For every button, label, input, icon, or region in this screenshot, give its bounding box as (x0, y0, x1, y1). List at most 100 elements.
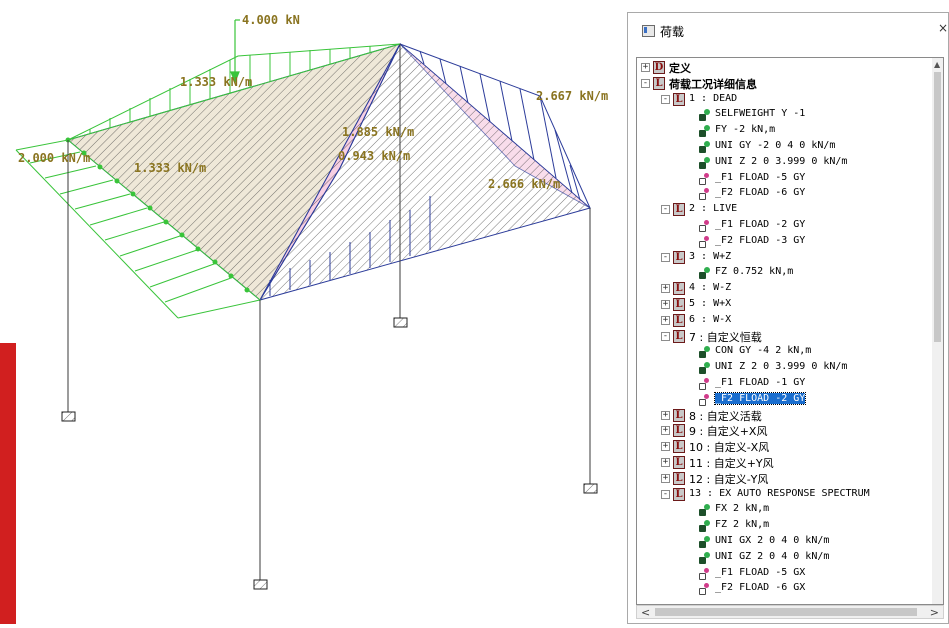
tree-node[interactable]: + L 6 : W-X (637, 313, 937, 329)
load-case-icon: L (673, 203, 685, 217)
point-load-arrow (230, 19, 240, 84)
tree-node[interactable]: - L 13 : EX AUTO RESPONSE SPECTRUM (637, 487, 937, 503)
tree-node[interactable]: - L 荷载工况详细信息 (637, 76, 937, 92)
expand-icon[interactable]: + (661, 472, 670, 483)
tree-leaf-item[interactable]: SELFWEIGHT Y -1 (637, 107, 937, 123)
load-case-icon: L (673, 456, 685, 469)
tree-leaf-item[interactable]: UNI GX 2 0 4 0 kN/m (637, 534, 937, 550)
tree-item-label: FZ 0.752 kN,m (715, 266, 794, 278)
tree-item-label: 7 : 自定义恒载 (689, 330, 762, 344)
tree-leaf-item[interactable]: _F2 FLOAD -3 GY (637, 234, 937, 250)
tree-leaf-item[interactable]: FZ 0.752 kN,m (637, 265, 937, 281)
tree-node[interactable]: -L 1 : DEAD (637, 92, 937, 108)
expand-icon[interactable]: + (661, 299, 670, 309)
horizontal-scroll-thumb[interactable] (655, 608, 917, 616)
tree-node[interactable]: + L 9 : 自定义+X风 (637, 423, 937, 439)
collapse-icon[interactable]: - (641, 77, 650, 88)
tree-leaf-item[interactable]: CON GY -4 2 kN,m (637, 344, 937, 360)
tree-node[interactable]: + L 5 : W+X (637, 297, 937, 313)
tree-leaf-item[interactable]: UNI GZ 2 0 4 0 kN/m (637, 550, 937, 566)
tree-leaf-item[interactable]: _F1 FLOAD -5 GX (637, 566, 937, 582)
expand-icon[interactable]: + (661, 457, 670, 467)
definition-icon: D (653, 61, 665, 74)
tree-item-label: 4 : W-Z (689, 282, 732, 294)
panel-titlebar: 荷载 × (628, 13, 948, 49)
tree-node[interactable]: -L 2 : LIVE (637, 202, 937, 218)
tree-leaf-item[interactable]: _F2 FLOAD -6 GY (637, 186, 937, 202)
member-load-icon (699, 141, 711, 153)
expand-icon[interactable]: + (661, 425, 670, 436)
tree-node[interactable]: + L 4 : W-Z (637, 281, 937, 297)
vertical-scrollbar[interactable]: ▲ (932, 58, 943, 604)
tree-item-label: UNI Z 2 0 3.999 0 kN/m (715, 361, 848, 373)
member-load-icon (699, 109, 711, 122)
panel-window-icon (642, 25, 655, 37)
expand-icon[interactable]: + (641, 62, 650, 72)
expand-icon[interactable]: + (661, 283, 670, 294)
scroll-up-icon[interactable]: ▲ (934, 60, 941, 69)
floor-load-icon (699, 567, 711, 580)
close-icon[interactable]: × (937, 21, 948, 35)
tree-node[interactable]: + L 10 : 自定义-X风 (637, 439, 937, 455)
panel-title: 荷载 (660, 25, 685, 39)
load-case-icon: L (673, 440, 685, 454)
member-load-icon (699, 520, 711, 533)
tree-leaf-item[interactable]: _F1 FLOAD -1 GY (637, 376, 937, 392)
tree-leaf-item[interactable]: _F2 FLOAD -6 GX (637, 581, 937, 597)
tree-leaf-item[interactable]: _F1 FLOAD -5 GY (637, 171, 937, 187)
tree-leaf-item[interactable]: FX 2 kN,m (637, 502, 937, 518)
tree-item-label: UNI GY -2 0 4 0 kN/m (715, 140, 836, 151)
load-panel: 荷载 × + D 定义 - L 荷载工况详细信息 - L 1 : DEAD SELFWEIGHT … (627, 12, 949, 624)
load-case-icon: L (673, 250, 685, 264)
member-load-icon (699, 267, 711, 280)
tree-leaf-item[interactable]: UNI GY -2 0 4 0 kN/m (637, 139, 937, 155)
tree-leaf-item[interactable]: UNI Z 2 0 3.999 0 kN/m (637, 155, 937, 171)
expand-icon[interactable]: + (661, 409, 670, 420)
scroll-left-icon[interactable]: < (641, 606, 651, 619)
tree-item-label: 12 : 自定义-Y风 (689, 472, 769, 486)
load-case-icon: L (673, 282, 685, 296)
collapse-icon[interactable]: - (661, 251, 670, 262)
tree-item-label: 荷载工况详细信息 (669, 77, 757, 91)
tree-item-label: _F1 FLOAD -1 GY (715, 377, 806, 388)
collapse-icon[interactable]: - (661, 93, 670, 104)
load-case-icon: L (673, 408, 685, 422)
tree-node[interactable]: + D 定义 (637, 60, 937, 76)
expand-icon[interactable]: + (661, 441, 670, 452)
tree-item-label: 11 : 自定义+Y风 (689, 457, 774, 470)
tree-node[interactable]: + L 8 : 自定义活载 (637, 408, 937, 424)
tree-leaf-item[interactable]: FY -2 kN,m (637, 123, 937, 139)
vertical-scroll-thumb[interactable] (934, 72, 941, 342)
tree-node[interactable]: + L 12 : 自定义-Y风 (637, 471, 937, 487)
horizontal-scrollbar[interactable]: < > (636, 605, 944, 619)
tree-node[interactable]: -L 7 : 自定义恒载 (637, 329, 937, 345)
floor-load-icon (699, 378, 711, 390)
load-case-icon: L (673, 424, 685, 438)
member-load-icon (699, 346, 711, 359)
tree-item-label: UNI GX 2 0 4 0 kN/m (715, 535, 830, 546)
floor-load-icon (699, 172, 711, 185)
member-load-icon (699, 362, 711, 375)
load-case-icon: L (673, 313, 685, 327)
label-left-top: 1.333 kN/m (180, 75, 252, 89)
label-right-top: 2.667 kN/m (536, 89, 608, 103)
tree-item-label: UNI Z 2 0 3.999 0 kN/m (715, 155, 848, 167)
tree-leaf-item[interactable]: FZ 2 kN,m (637, 518, 937, 534)
scroll-right-icon[interactable]: > (929, 606, 939, 619)
tree-node[interactable]: -L 3 : W+Z (637, 250, 937, 266)
floor-load-icon (699, 583, 711, 596)
tree-leaf-item[interactable]: UNI Z 2 0 3.999 0 kN/m (637, 360, 937, 376)
collapse-icon[interactable]: - (661, 330, 670, 341)
tree-leaf-item[interactable]: _F1 FLOAD -2 GY (637, 218, 937, 234)
tree-item-label: 1 : DEAD (689, 92, 738, 104)
tree-leaf-item[interactable]: _F2 FLOAD -2 GY (637, 391, 937, 408)
collapse-icon[interactable]: - (661, 204, 670, 215)
expand-icon[interactable]: + (661, 314, 670, 325)
load-tree[interactable]: + D 定义 - L 荷载工况详细信息 - L 1 : DEAD SELFWEIGHT Y -1 F… (636, 57, 944, 605)
tree-node[interactable]: + L 11 : 自定义+Y风 (637, 455, 937, 471)
collapse-icon[interactable]: - (661, 488, 670, 499)
model-viewport[interactable]: 4.000 kN 1.333 kN/m 2.000 kN/m 1.333 kN/… (0, 0, 620, 624)
tree-item-label: 10 : 自定义-X风 (689, 441, 770, 455)
tree-item-label: 5 : W+X (689, 298, 732, 309)
tree-item-label: FX 2 kN,m (715, 503, 770, 515)
